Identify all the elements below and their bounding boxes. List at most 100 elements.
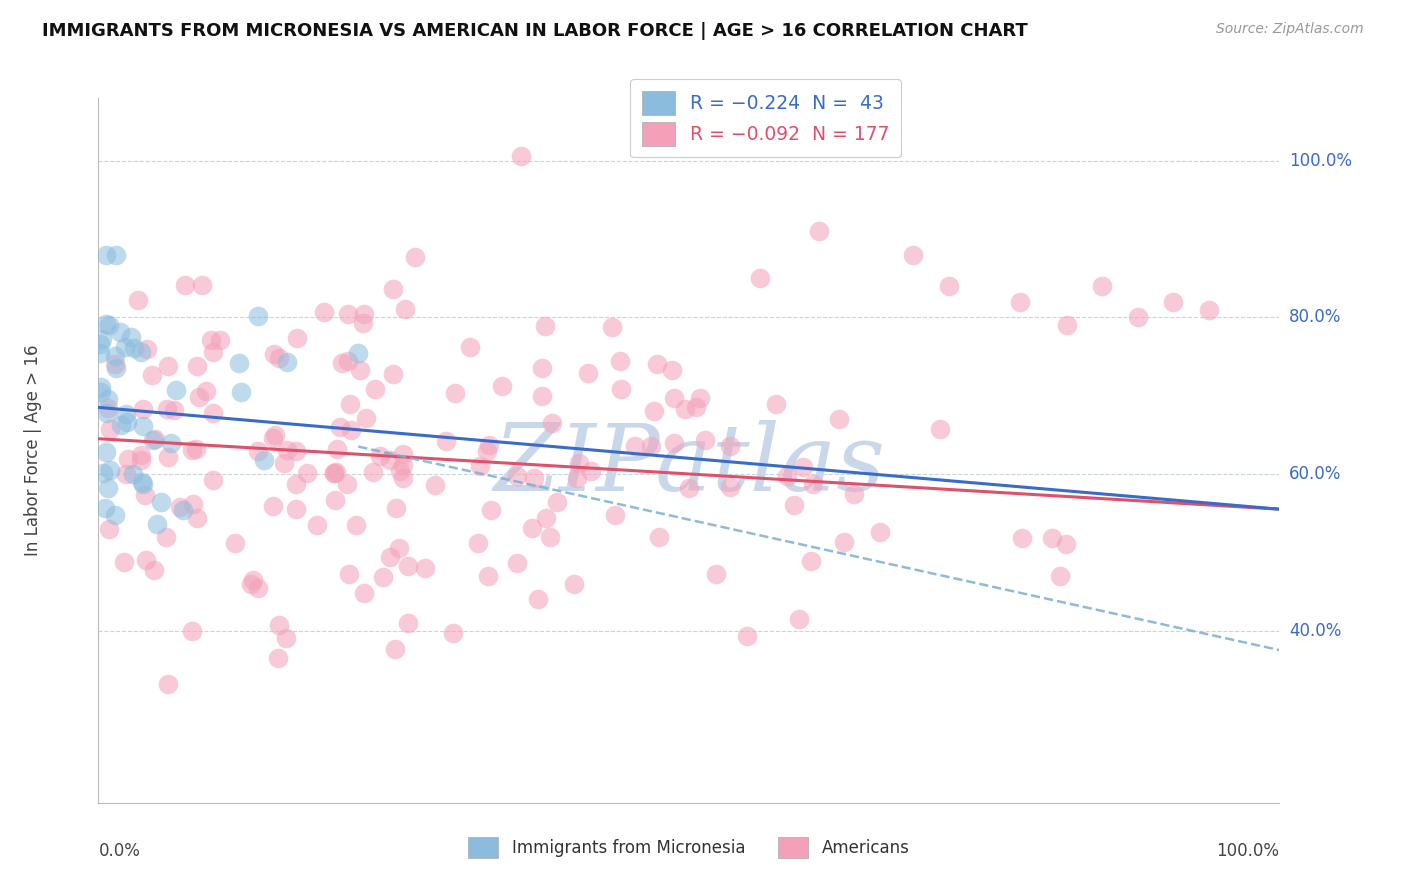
Point — [142, 563, 165, 577]
Point — [93, 500, 115, 515]
Point — [114, 407, 136, 421]
Point — [1198, 302, 1220, 317]
Point — [114, 467, 136, 482]
Point — [353, 307, 375, 321]
Text: 0.0%: 0.0% — [98, 841, 141, 860]
Point — [506, 557, 529, 571]
Point — [361, 465, 384, 479]
Point — [609, 353, 631, 368]
Text: Source: ZipAtlas.com: Source: ZipAtlas.com — [1216, 22, 1364, 37]
Point — [1008, 294, 1031, 309]
Point — [239, 576, 262, 591]
Point — [801, 476, 824, 491]
Text: 100.0%: 100.0% — [1216, 841, 1279, 860]
Point — [122, 341, 145, 355]
Point — [718, 439, 741, 453]
Point — [396, 558, 419, 573]
Point — [458, 340, 481, 354]
Point — [129, 345, 152, 359]
Point — [276, 442, 298, 457]
Point — [191, 277, 214, 292]
Point — [114, 340, 136, 354]
Point — [149, 495, 172, 509]
Point — [104, 508, 127, 522]
Point — [581, 465, 603, 479]
Point — [325, 465, 347, 479]
Point — [267, 351, 290, 366]
Point — [1056, 318, 1078, 333]
Point — [337, 354, 360, 368]
Point — [330, 356, 353, 370]
Point — [228, 356, 250, 370]
Point — [264, 427, 287, 442]
Point — [194, 384, 217, 398]
Point — [156, 676, 179, 690]
Point — [325, 442, 347, 456]
Point — [285, 331, 308, 345]
Point — [166, 384, 188, 398]
Point — [97, 318, 120, 333]
Point — [312, 305, 335, 319]
Point — [354, 411, 377, 425]
Point — [173, 277, 195, 292]
Point — [623, 439, 645, 453]
Point — [765, 397, 787, 411]
Point — [506, 468, 529, 483]
Point — [470, 459, 492, 474]
Point — [382, 368, 405, 382]
Point — [531, 389, 554, 403]
Point — [274, 632, 297, 646]
Point — [534, 319, 557, 334]
Point — [127, 293, 149, 307]
Point — [323, 466, 346, 480]
Point — [938, 279, 960, 293]
Point — [748, 271, 770, 285]
Point — [413, 560, 436, 574]
Point — [353, 586, 375, 600]
Point — [444, 386, 467, 401]
Text: 60.0%: 60.0% — [1289, 465, 1341, 483]
Point — [96, 407, 118, 421]
Point — [523, 471, 546, 485]
Point — [224, 536, 246, 550]
Point — [104, 248, 127, 262]
Point — [202, 473, 225, 487]
Point — [134, 488, 156, 502]
Point — [645, 357, 668, 371]
Point — [352, 316, 374, 330]
Point — [1049, 569, 1071, 583]
Point — [640, 439, 662, 453]
Point — [562, 577, 585, 591]
Point — [184, 442, 207, 456]
Point — [263, 347, 285, 361]
Point — [568, 456, 591, 470]
Point — [869, 525, 891, 540]
Point — [90, 332, 112, 346]
Point — [112, 555, 135, 569]
Point — [157, 450, 180, 465]
Point — [434, 434, 457, 448]
Point — [792, 460, 814, 475]
Point — [605, 508, 627, 522]
Point — [262, 499, 284, 513]
Point — [382, 282, 405, 296]
Point — [1161, 294, 1184, 309]
Point — [186, 359, 208, 373]
Point — [89, 346, 111, 360]
Point — [339, 397, 361, 411]
Point — [200, 334, 222, 348]
Point — [329, 420, 352, 434]
Point — [135, 553, 157, 567]
Point — [253, 452, 276, 467]
Point — [735, 629, 758, 643]
Point — [172, 502, 194, 516]
Point — [186, 511, 208, 525]
Point — [510, 149, 533, 163]
Point — [169, 500, 191, 515]
Text: In Labor Force | Age > 16: In Labor Force | Age > 16 — [24, 344, 42, 557]
Point — [131, 475, 153, 490]
Point — [267, 618, 290, 632]
Point — [479, 503, 502, 517]
Point — [276, 354, 298, 368]
Point — [129, 448, 152, 462]
